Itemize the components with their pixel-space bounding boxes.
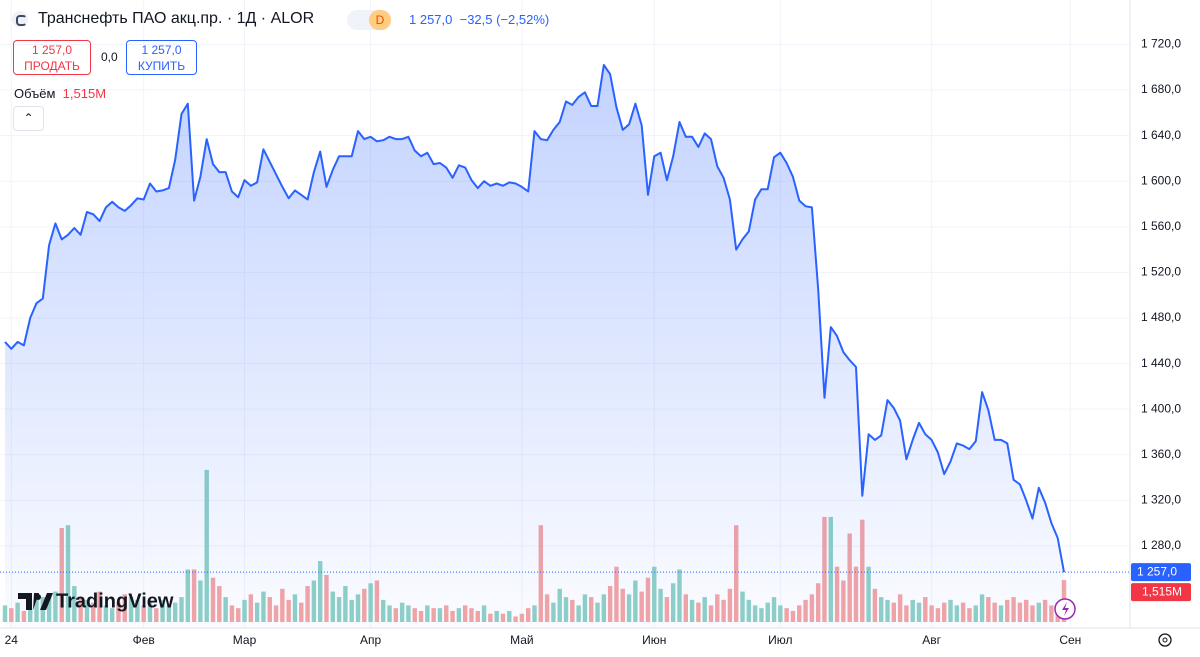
settings-icon[interactable] [1158,633,1172,647]
x-tick-label: Апр [360,633,382,647]
spread: 0,0 [101,50,118,64]
badge: D [369,10,391,30]
y-tick-label: 1 280,0 [1141,538,1181,552]
change: −32,5 (−2,52%) [459,12,550,27]
x-tick-label: Июл [768,633,792,647]
x-tick-label: Май [510,633,534,647]
alert-bolt [1062,602,1069,616]
buy-price: 1 257,0 [141,43,182,57]
volume-value: 1,515M [62,86,107,101]
y-tick-label: 1 480,0 [1141,310,1181,324]
sell-price: 1 257,0 [31,43,73,57]
price: 1 257,0 [409,12,453,27]
symbol-icon [12,11,28,27]
y-tick-label: 1 640,0 [1141,128,1181,142]
x-tick-label: Июн [642,633,666,647]
collapse-button[interactable]: ⌃ [13,106,44,131]
y-tick-label: 1 560,0 [1141,219,1181,233]
last-volume-box [1131,583,1191,602]
last-price-box [1131,563,1191,582]
x-tick-label: Авг [922,633,941,647]
x-tick-label: 24 [5,633,19,647]
watermark: TradingView [56,590,174,612]
volume-legend: Объём 1,515M [14,86,106,101]
y-tick-label: 1 520,0 [1141,265,1181,279]
y-tick-label: 1 400,0 [1141,401,1181,415]
badge-bg: D [347,10,391,30]
x-tick-label: Мар [233,633,257,647]
symbol-title[interactable]: Транснефть ПАО акц.пр. · 1Д · ALOR [38,10,315,27]
settings-icon-core [1162,637,1168,643]
y-tick-label: 1 600,0 [1141,173,1181,187]
area [5,65,1064,628]
x-tick-label: Фев [133,633,155,647]
y-tick-label: 1 720,0 [1141,37,1181,51]
buy-label: КУПИТЬ [137,59,186,73]
x-tick-label: Сен [1059,633,1081,647]
price-legend: 1 257,0 −32,5 (−2,52%) [409,12,549,27]
volume-title: Объём [14,86,56,101]
last-volume-label: 1,515M [1142,584,1182,598]
price-line [4,64,1065,573]
sell-button[interactable]: 1 257,0 ПРОДАТЬ [13,40,91,75]
y-tick-label: 1 440,0 [1141,356,1181,370]
y-tick-label: 1 320,0 [1141,493,1181,507]
logo: TradingView [18,590,174,612]
buy-button[interactable]: 1 257,0 КУПИТЬ [126,40,197,75]
y-tick-label: 1 680,0 [1141,82,1181,96]
sell-label: ПРОДАТЬ [24,59,80,73]
last-price-label: 1 257,0 [1137,564,1177,578]
y-tick-label: 1 360,0 [1141,447,1181,461]
